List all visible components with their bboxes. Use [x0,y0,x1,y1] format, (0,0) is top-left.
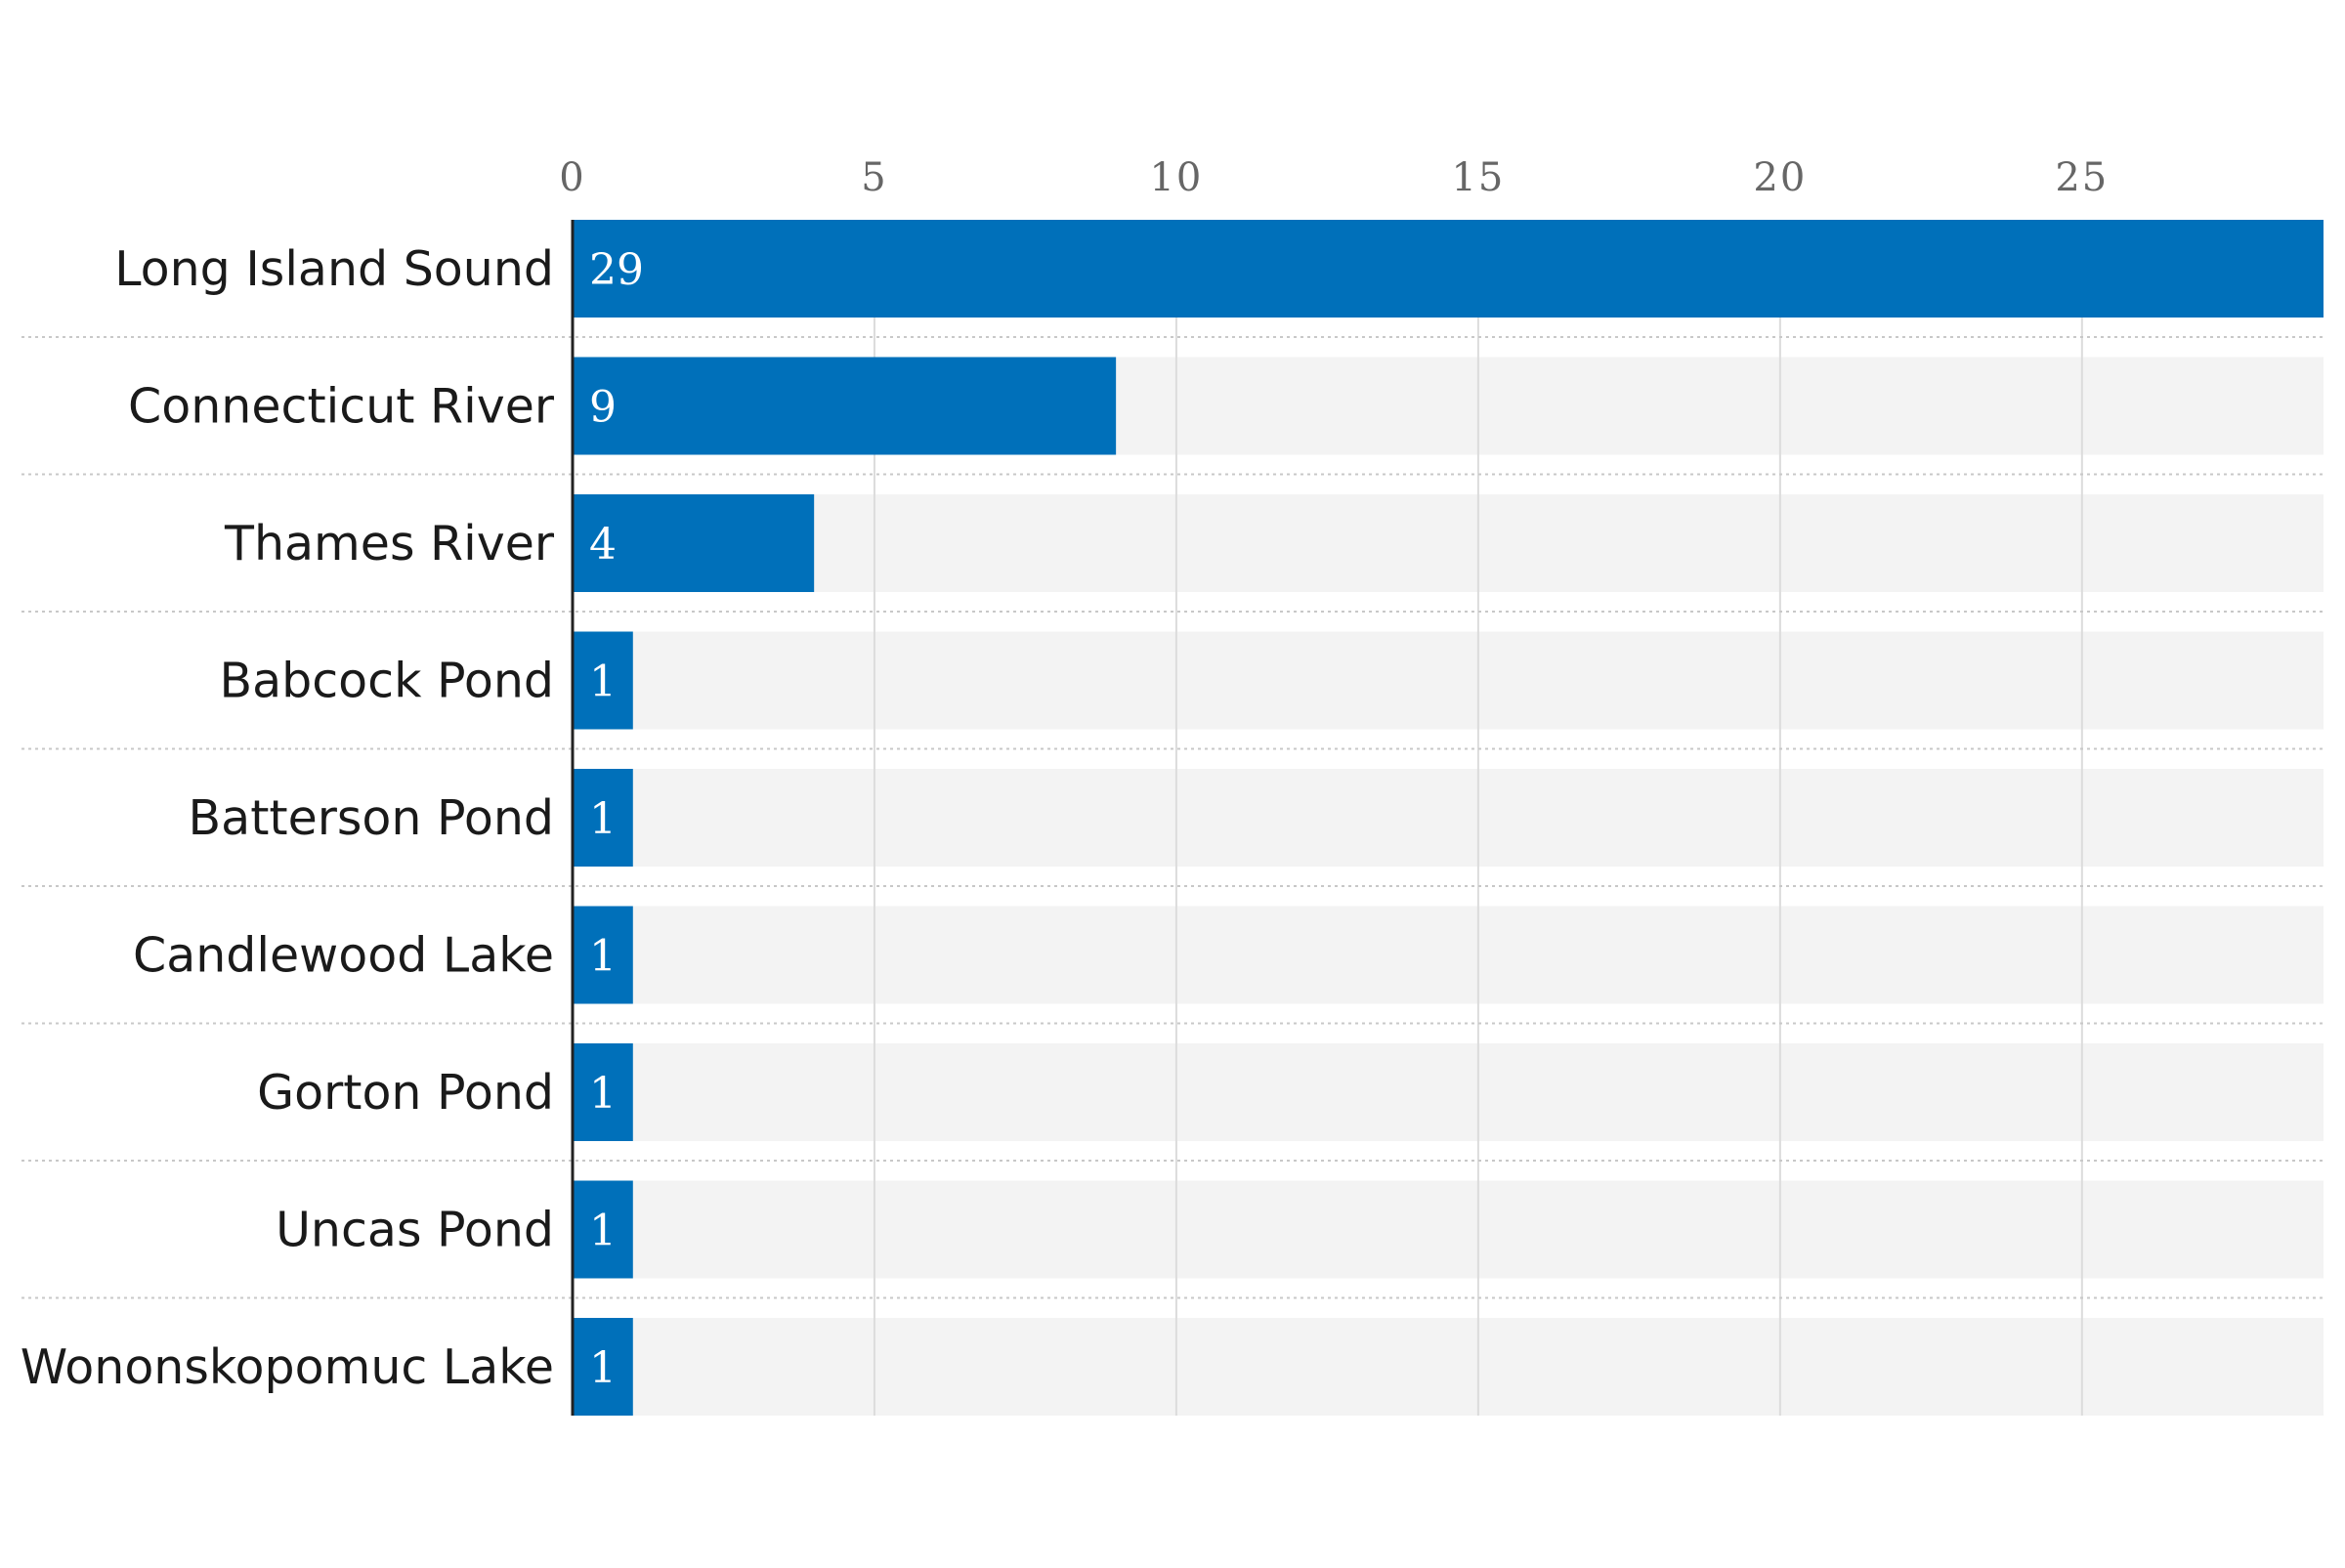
x-tick-label: 5 [861,155,887,200]
bar [573,906,633,1004]
bar-track [573,494,2324,592]
x-axis-ticks: 0 5 10 15 20 25 [559,155,2109,200]
category-label: Gorton Pond [257,1065,554,1121]
bar-track [573,1180,2324,1279]
category-label: Babcock Pond [220,654,555,709]
category-label: Thames River [224,516,555,572]
x-tick-label: 20 [1753,155,1807,200]
x-tick-label: 10 [1149,155,1203,200]
x-tick-label: 25 [2055,155,2109,200]
value-label: 1 [589,794,617,844]
x-tick-label: 15 [1451,155,1505,200]
bar-track [573,1043,2324,1141]
bar-track [573,906,2324,1004]
bar [573,631,633,730]
bar [573,494,815,592]
value-label: 1 [589,932,617,982]
value-label: 1 [589,1207,617,1256]
bar [573,1180,633,1279]
category-label: Candlewood Lake [133,928,554,984]
bar [573,1318,633,1416]
value-label: 29 [589,245,644,295]
bar [573,769,633,867]
category-label: Long Island Sound [114,241,554,297]
x-tick-label: 0 [559,155,585,200]
category-label: Uncas Pond [276,1203,554,1258]
bar-track [573,631,2324,730]
value-label: 9 [589,383,617,433]
bar [573,220,2324,318]
value-label: 4 [589,520,617,570]
value-label: 1 [589,657,617,707]
value-label: 1 [589,1069,617,1119]
bars [573,220,2324,1416]
value-labels: 29 9 4 1 1 1 1 1 1 [589,245,644,1393]
bar-track [573,769,2324,867]
category-label: Batterson Pond [189,790,554,846]
row-separators [21,336,2324,1299]
bar-tracks [573,220,2324,1416]
category-label: Connecticut River [128,379,555,435]
category-label: Wononskopomuc Lake [21,1339,554,1395]
value-label: 1 [589,1343,617,1393]
bar [573,357,1117,455]
bar-track [573,1318,2324,1416]
category-labels: Long Island Sound Connecticut River Thames… [21,241,555,1395]
bar [573,1043,633,1141]
